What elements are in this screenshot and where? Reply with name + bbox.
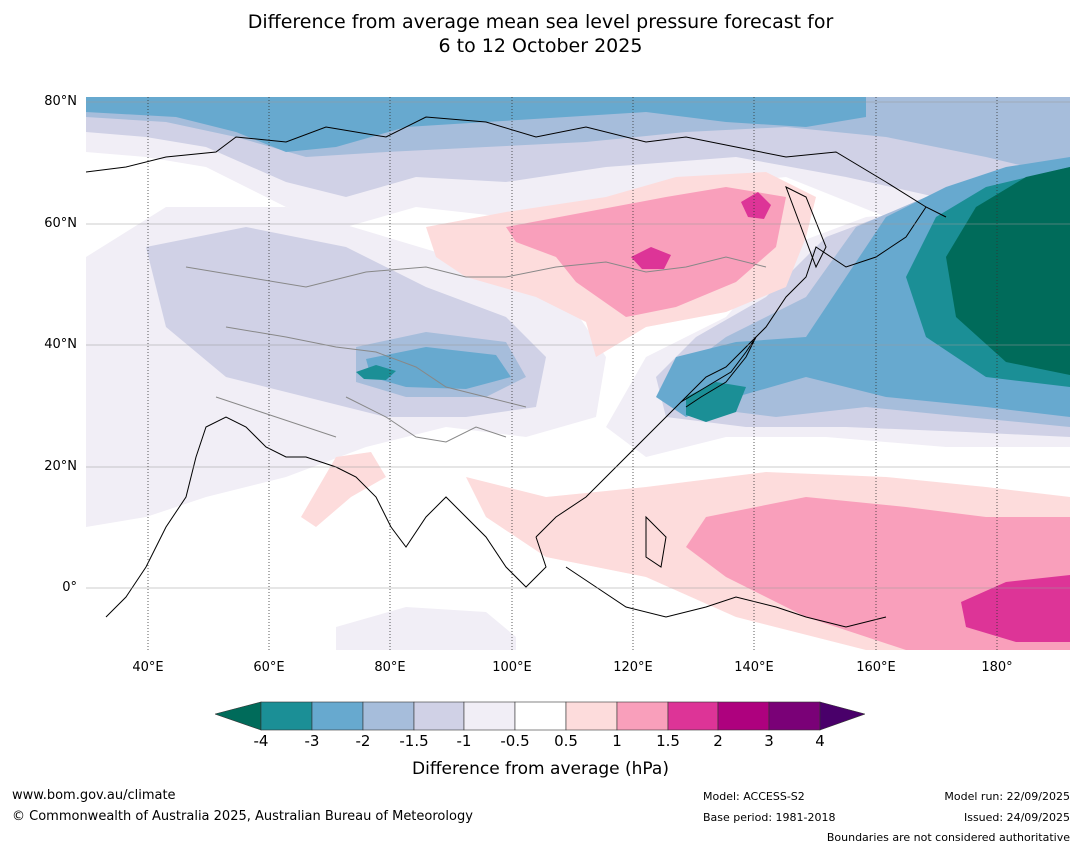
cb-tick-p4: 4 <box>815 732 825 750</box>
contour-arctic-blue <box>86 97 866 152</box>
footer-boundaries-note: Boundaries are not considered authoritat… <box>826 831 1070 844</box>
graticule-longitude <box>147 97 998 650</box>
cb-tick-m15: -1.5 <box>399 732 429 750</box>
lon-label-100e: 100°E <box>492 660 532 675</box>
lon-label-80e: 80°E <box>374 660 406 675</box>
cb-tick-m05: -0.5 <box>500 732 530 750</box>
cb-tick-m1: -1 <box>456 732 472 750</box>
lon-label-60e: 60°E <box>253 660 285 675</box>
map-title: Difference from average mean sea level p… <box>0 10 1081 58</box>
lon-label-160e: 160°E <box>856 660 896 675</box>
colorbar-bin-p2 <box>717 701 770 731</box>
contour-japan-teal <box>686 382 746 422</box>
colorbar-bin-p3 <box>768 701 821 731</box>
title-line-2: 6 to 12 October 2025 <box>438 35 643 57</box>
colorbar-bin-m05 <box>514 701 567 731</box>
colorbar-bin-m15 <box>413 701 465 731</box>
contour-tibet-teal <box>356 365 396 380</box>
cb-tick-p15: 1.5 <box>656 732 680 750</box>
contour-tibet-blue <box>366 347 511 389</box>
cb-tick-m4: -4 <box>253 732 269 750</box>
colorbar-bin-m3 <box>311 701 364 731</box>
colorbar-bin-m4 <box>260 701 313 731</box>
lat-label-60n: 60°N <box>44 216 77 231</box>
cb-tick-p1: 1 <box>612 732 622 750</box>
cb-tick-m2: -2 <box>355 732 371 750</box>
contour-pacific-deep-teal <box>946 167 1070 375</box>
title-line-1: Difference from average mean sea level p… <box>247 11 834 33</box>
lat-label-80n: 80°N <box>44 94 77 109</box>
colorbar-bin-p1 <box>616 701 669 731</box>
colorbar-extend-low <box>215 701 262 731</box>
lat-label-0: 0° <box>62 580 77 595</box>
colorbar-bin-m1 <box>463 701 516 731</box>
country-borders <box>185 256 767 443</box>
lat-label-40n: 40°N <box>44 337 77 352</box>
colorbar-extend-high <box>819 701 865 731</box>
contour-okhotsk-magenta <box>741 192 771 219</box>
colorbar-bin-p05 <box>565 701 618 731</box>
footer-url[interactable]: www.bom.gov.au/climate <box>12 788 176 803</box>
footer-base-period: Base period: 1981-2018 <box>703 811 836 824</box>
contour-arabian-pale-pink <box>301 452 386 527</box>
footer-issued: Issued: 24/09/2025 <box>963 811 1070 824</box>
colorbar-bin-m2 <box>362 701 415 731</box>
lon-label-140e: 140°E <box>734 660 774 675</box>
lon-label-180: 180° <box>981 660 1013 675</box>
cb-tick-p2: 2 <box>713 732 723 750</box>
colorbar <box>215 701 865 731</box>
lon-label-120e: 120°E <box>613 660 653 675</box>
map-svg <box>86 97 1070 650</box>
graticule-latitude <box>86 101 1070 589</box>
colorbar-label: Difference from average (hPa) <box>412 759 669 779</box>
footer-copyright: © Commonwealth of Australia 2025, Austra… <box>12 809 473 824</box>
contour-mongolia-magenta <box>631 247 671 269</box>
contour-tropics-magenta <box>961 575 1070 642</box>
lat-label-20n: 20°N <box>44 459 77 474</box>
pressure-anomaly-map <box>86 97 1070 650</box>
footer-model: Model: ACCESS-S2 <box>703 790 805 803</box>
footer-model-run: Model run: 22/09/2025 <box>944 790 1070 803</box>
contour-indian-ocean-light <box>336 607 516 650</box>
lon-label-40e: 40°E <box>132 660 164 675</box>
cb-tick-p05: 0.5 <box>554 732 578 750</box>
colorbar-bin-p15 <box>667 701 719 731</box>
cb-tick-p3: 3 <box>764 732 774 750</box>
cb-tick-m3: -3 <box>304 732 320 750</box>
